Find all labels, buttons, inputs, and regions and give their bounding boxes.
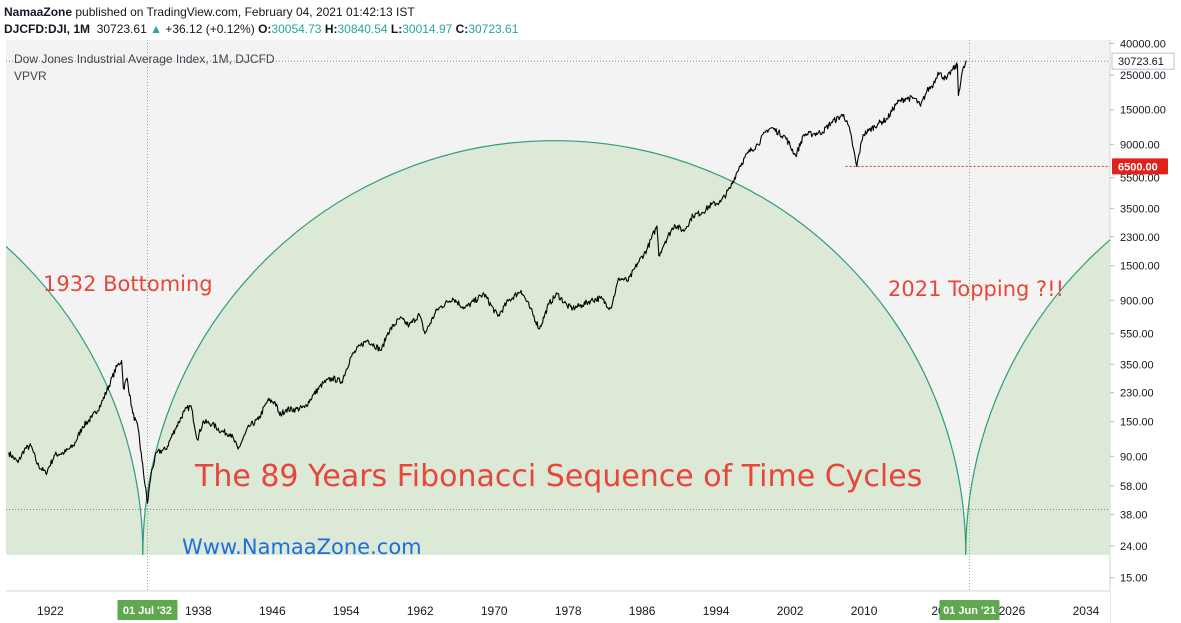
cycle-date-badge-label: 01 Jun '21 [943, 605, 996, 617]
time-axis: 1922 1938 1946 1954 1962 1970 1978 1986 1994 2002… [0, 592, 1110, 623]
y-tick-label: 5500.00 [1120, 173, 1160, 185]
fibonacci-time-arcs [6, 140, 1110, 555]
cycle-date-badge-bg [117, 600, 178, 620]
x-tick-label: 2002 [777, 604, 804, 618]
y-tick-label: 230.00 [1120, 388, 1154, 400]
dji-price-line [8, 60, 967, 504]
last-price: 30723.61 [96, 22, 147, 36]
x-tick-label: 2034 [1073, 604, 1100, 618]
x-tick-label: 1962 [407, 604, 434, 618]
x-tick-label: 1994 [703, 604, 730, 618]
chart-legend-title[interactable]: Dow Jones Industrial Average Index, 1M, … [14, 52, 275, 66]
ohlc-line: DJCFD:DJI, 1M 30723.61 ▲ +36.12 (+0.12%)… [4, 22, 518, 36]
price-series [8, 60, 967, 504]
support-price-tag-label: 6500.00 [1118, 161, 1158, 173]
fibonacci-arc-fill-1 [6, 246, 143, 555]
y-tick-label: 58.00 [1120, 481, 1148, 493]
low-value: 30014.97 [402, 22, 453, 36]
support-price-tag-bg [1112, 158, 1168, 175]
x-tick-label: 2010 [851, 604, 878, 618]
indicator-label-vpvr[interactable]: VPVR [14, 69, 47, 83]
last-price-tag: 30723.61 [1111, 52, 1175, 70]
fibonacci-arc-fill-2 [142, 140, 966, 555]
cycle-date-badge-2[interactable]: 01 Jun '21 [939, 600, 1000, 620]
y-tick-label: 550.00 [1120, 329, 1154, 341]
last-price-tag-bg [1111, 52, 1175, 70]
x-tick-label: 2026 [999, 604, 1026, 618]
y-tick-label: 24.00 [1120, 541, 1148, 553]
cycle-date-badge-bg [939, 600, 1000, 620]
annotation-2021-topping: 2021 Topping ?!! [888, 277, 1065, 301]
price-change: +36.12 (+0.12%) [165, 22, 255, 36]
x-tick-label: 1922 [37, 604, 64, 618]
author-name[interactable]: NamaaZone [4, 5, 73, 19]
low-label: L: [390, 22, 403, 36]
last-price-tag-label: 30723.61 [1118, 56, 1164, 68]
fibonacci-arc-2 [142, 140, 967, 555]
time-axis-bg [0, 592, 1110, 623]
y-tick-label: 9000.00 [1120, 139, 1160, 151]
price-chart[interactable]: 15.00 24.00 38.00 58.00 90.00 150.00 230.00 350… [0, 40, 1181, 623]
annotation-fibonacci-title: The 89 Years Fibonacci Sequence of Time … [195, 459, 923, 494]
chart-header: NamaaZone published on TradingView.com, … [0, 0, 1181, 40]
fibonacci-arc-1 [6, 245, 144, 555]
cycle-date-badge-1[interactable]: 01 Jul '32 [117, 600, 178, 620]
y-tick-label: 25000.00 [1120, 70, 1166, 82]
high-label: H: [324, 22, 338, 36]
open-label: O: [258, 22, 272, 36]
x-tick-label: 1970 [481, 604, 508, 618]
cycle-date-badge-label: 01 Jul '32 [123, 605, 172, 617]
x-tick-label: 1978 [555, 604, 582, 618]
x-tick-label: 1946 [259, 604, 286, 618]
plot-lower-band [6, 554, 1110, 590]
y-tick-label: 1500.00 [1120, 261, 1160, 273]
y-tick-label: 15000.00 [1120, 105, 1166, 117]
guide-lines [6, 40, 1110, 590]
symbol-label[interactable]: DJCFD:DJI, 1M [4, 22, 91, 36]
x-tick-label: 1954 [333, 604, 360, 618]
x-tick-label: 1938 [185, 604, 212, 618]
close-value: 30723.61 [468, 22, 519, 36]
y-tick-label: 15.00 [1120, 573, 1148, 585]
y-tick-label: 900.00 [1120, 295, 1154, 307]
open-value: 30054.73 [271, 22, 322, 36]
high-value: 30840.54 [337, 22, 388, 36]
publish-info: published on TradingView.com, February 0… [75, 5, 415, 19]
y-tick-label: 350.00 [1120, 359, 1154, 371]
y-tick-label: 38.00 [1120, 510, 1148, 522]
y-tick-label: 90.00 [1120, 451, 1148, 463]
support-price-tag: 6500.00 [1112, 158, 1168, 175]
y-tick-label: 150.00 [1120, 417, 1154, 429]
publish-line: NamaaZone published on TradingView.com, … [4, 5, 415, 19]
price-axis-bg [1111, 40, 1181, 623]
up-arrow-icon: ▲ [150, 22, 162, 36]
close-label: C: [455, 22, 469, 36]
price-axis: 15.00 24.00 38.00 58.00 90.00 150.00 230.00 350… [1110, 40, 1181, 623]
annotation-1932-bottoming: 1932 Bottoming [43, 272, 213, 296]
annotation-website: Www.NamaaZone.com [182, 535, 422, 559]
y-tick-label: 3500.00 [1120, 203, 1160, 215]
y-tick-label: 2300.00 [1120, 232, 1160, 244]
y-tick-label: 40000.00 [1120, 40, 1166, 50]
x-tick-label: 1986 [629, 604, 656, 618]
